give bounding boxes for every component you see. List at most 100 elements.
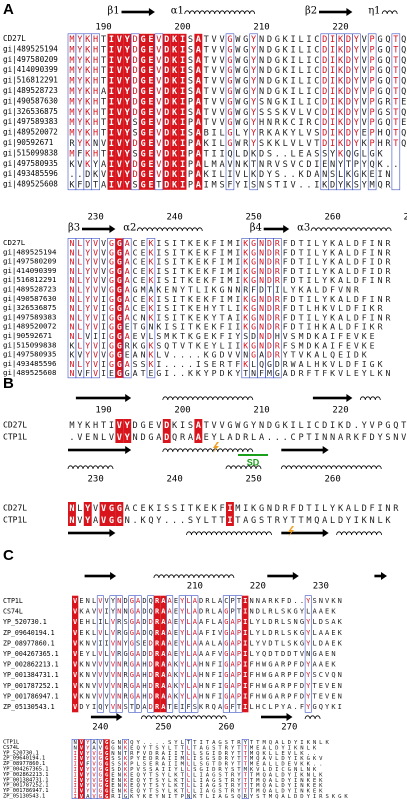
identity-box [68,502,76,526]
ss-label: β2 [305,6,317,17]
identity-box [194,419,203,443]
sequence-name: ZP_09640194.1 [3,756,45,762]
ruler-number: 210 [187,582,203,592]
identity-box [115,238,124,378]
sequence-name: gi|489520072 [3,322,56,331]
identity-box [147,33,155,190]
strand-arrow-head [110,572,117,580]
sequence-name: gi|90592671 [3,138,54,147]
similarity-box [134,595,142,713]
ruler-number: 230 [313,582,329,592]
strand-arrow-head [148,8,155,16]
sequence-name: YP_520730.1 [3,618,47,626]
identity-box [139,33,147,190]
identity-box [115,33,124,190]
similarity-box [191,595,199,713]
helix-coil [153,574,235,579]
annotation: SD [247,457,260,467]
sequence-name: YP_001384731.1 [3,671,59,679]
sequence-name: gi|497580935 [3,350,56,359]
sequence-name: CD27L [3,421,27,430]
ruler-number: 240 [92,723,108,733]
sequence-name: ZP_09640194.1 [3,629,55,637]
identity-box [72,595,79,713]
identity-box [162,33,171,190]
helix-coil [186,531,272,536]
strand-arrow-head [283,225,290,233]
identity-box [160,595,167,713]
sequence-name: gi|489525194 [3,44,58,53]
strand-arrow [374,574,382,578]
ruler-number: 270 [404,213,407,223]
sequence-name: YP_001787252.1 [3,682,59,690]
strand-arrow [261,715,288,719]
ruler-number: 260 [325,475,341,485]
identity-box [83,502,92,526]
similarity-box [96,595,104,713]
helix-coil [381,10,398,15]
identity-box [115,419,124,443]
strand-arrow-head [125,446,132,454]
strand-arrow-head [292,572,299,580]
ss-label: α1 [171,6,184,17]
sequence-name: gi|489525194 [3,247,57,256]
strand-arrow [121,10,150,14]
sequence-name: gi|497580935 [3,159,58,168]
sequence-name: ZP_05130543.1 [3,703,55,711]
similarity-box [304,595,312,713]
strand-arrow-head [109,225,116,233]
sequence-name: gi|516812291 [3,275,56,284]
similarity-box [367,33,377,191]
sequence-name: gi|497589383 [3,117,58,126]
ruler-number: 200 [174,406,190,416]
catalytic-mark [213,442,219,453]
helix-coil [359,396,381,401]
sequence-name: CD27L [3,238,26,247]
sequence-name: gi|497589383 [3,312,56,321]
identity-box [123,419,132,443]
ss-label: α3 [297,223,310,234]
identity-box [99,502,108,526]
sequence-name: gi|489528723 [3,285,56,294]
sequence-name: YP_001786947.1 [3,692,59,700]
ruler-number: 230 [88,475,104,485]
strand-arrow [319,10,348,14]
sequence-name: CTP1L [3,597,23,605]
ruler-number: 260 [325,213,341,223]
strand-arrow-head [381,572,387,580]
identity-box [178,33,187,190]
sequence-name: CTP1L [3,433,27,442]
ruler-number: 190 [95,23,111,33]
sequence-name: YP_004267365.1 [3,767,48,773]
strand-arrow [90,715,118,719]
sequence-name: YP_001787252.1 [3,783,48,789]
sequence-name: gi|516812291 [3,76,58,85]
sequence-name: CTP1L [3,740,19,746]
ruler-number: 270 [281,723,297,733]
identity-box [78,739,85,799]
sequence-name: gi|326536875 [3,107,58,116]
